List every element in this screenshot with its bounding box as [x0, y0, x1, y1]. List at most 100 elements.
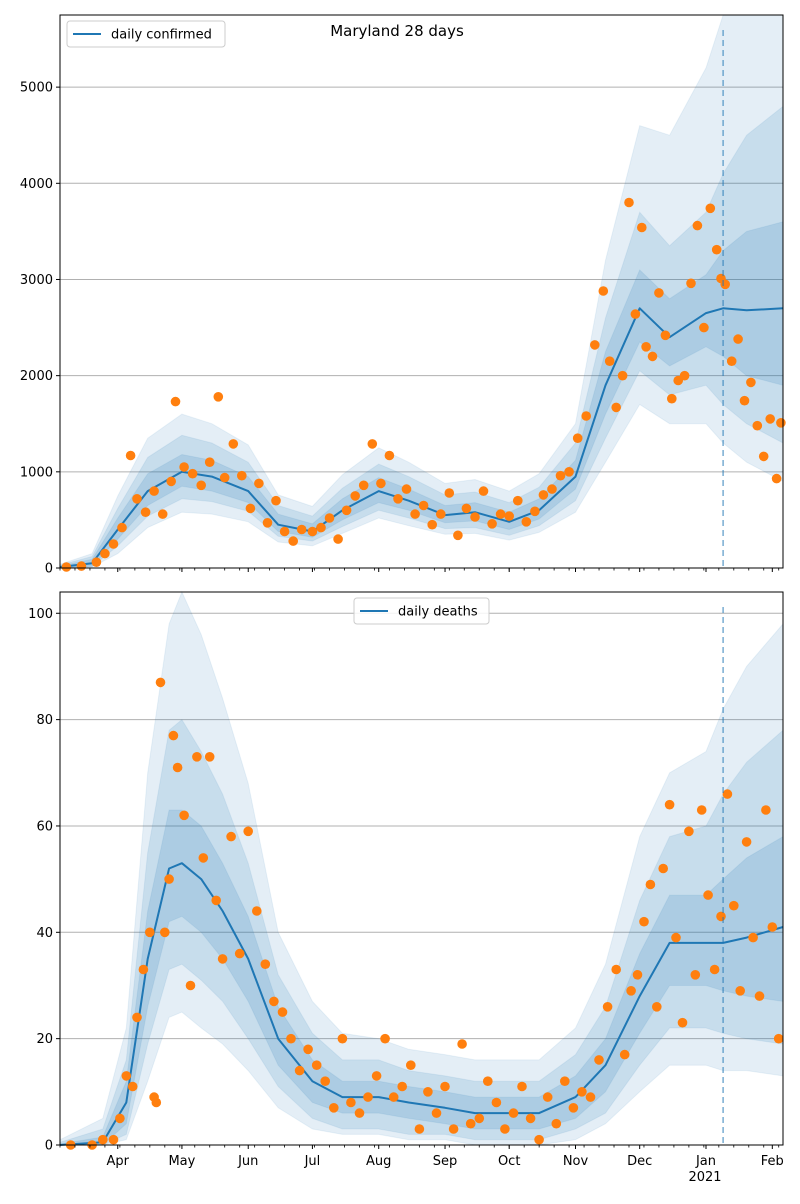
- confirmed-observed-point: [495, 509, 506, 519]
- confirmed-observed-point: [547, 484, 557, 494]
- deaths-observed-point: [138, 964, 149, 975]
- confirmed-observed-point: [393, 494, 403, 504]
- deaths-observed-point: [311, 1060, 322, 1070]
- deaths-x-tick-label: Oct: [498, 1154, 520, 1169]
- deaths-observed-point: [671, 932, 681, 943]
- deaths-observed-point: [145, 927, 155, 938]
- deaths-observed-point: [517, 1081, 527, 1092]
- deaths-observed-point: [354, 1108, 365, 1118]
- confirmed-y-tick-label: 0: [45, 562, 53, 577]
- deaths-x-tick-label: Dec: [627, 1154, 652, 1169]
- deaths-observed-point: [767, 922, 778, 932]
- confirmed-observed-point: [179, 462, 189, 472]
- confirmed-observed-point: [604, 356, 615, 367]
- confirmed-observed-point: [667, 393, 677, 404]
- confirmed-observed-point: [758, 451, 769, 462]
- deaths-observed-point: [363, 1092, 373, 1102]
- confirmed-points: [61, 197, 786, 572]
- deaths-observed-point: [406, 1060, 416, 1070]
- deaths-points: [65, 677, 784, 1150]
- deaths-x-tick-label: Jan: [695, 1154, 716, 1169]
- deaths-observed-point: [729, 900, 739, 911]
- deaths-observed-point: [568, 1103, 579, 1113]
- deaths-panel: 0 20 40 60 80 100 Apr May Jun Jul Aug Sep Oct Nov Dec…: [28, 590, 784, 1185]
- confirmed-y-tick-label: 5000: [20, 81, 53, 96]
- deaths-x-tick-label: Sep: [433, 1154, 458, 1169]
- deaths-observed-point: [448, 1124, 459, 1134]
- confirmed-y-ticks: 0 1000 2000 3000 4000 5000: [20, 81, 60, 577]
- deaths-observed-point: [709, 964, 720, 975]
- confirmed-observed-point: [228, 439, 239, 449]
- confirmed-observed-point: [427, 519, 438, 530]
- deaths-observed-point: [645, 879, 656, 890]
- deaths-observed-point: [703, 890, 713, 900]
- confirmed-observed-point: [350, 491, 361, 501]
- confirmed-observed-point: [316, 522, 326, 533]
- confirmed-observed-point: [166, 476, 176, 487]
- deaths-observed-point: [98, 1134, 108, 1145]
- confirmed-observed-point: [513, 495, 523, 506]
- confirmed-observed-point: [367, 439, 378, 449]
- deaths-x-tick-label: May: [168, 1154, 195, 1169]
- deaths-observed-point: [243, 826, 253, 837]
- confirmed-observed-point: [358, 480, 369, 491]
- deaths-observed-point: [716, 911, 726, 922]
- deaths-observed-point: [155, 677, 166, 688]
- deaths-y-tick-label: 60: [36, 819, 53, 834]
- confirmed-observed-point: [288, 536, 299, 546]
- confirmed-observed-point: [530, 506, 540, 517]
- deaths-axes-frame: [59, 591, 784, 1146]
- year-label: 2021: [688, 1170, 721, 1185]
- deaths-observed-point: [560, 1076, 570, 1086]
- deaths-observed-point: [132, 1012, 142, 1023]
- confirmed-observed-point: [705, 203, 716, 214]
- confirmed-y-tick-label: 2000: [20, 369, 53, 384]
- confirmed-observed-point: [296, 524, 307, 535]
- deaths-observed-point: [677, 1017, 688, 1028]
- confirmed-observed-point: [765, 414, 775, 424]
- deaths-x-tick-label: Feb: [761, 1154, 784, 1169]
- confirmed-observed-point: [307, 526, 318, 537]
- deaths-x-tick-label: Jul: [304, 1154, 321, 1169]
- confirmed-observed-point: [641, 342, 651, 352]
- deaths-legend: daily deaths: [353, 597, 490, 625]
- deaths-legend-label: daily deaths: [398, 605, 478, 620]
- confirmed-y-tick-label: 1000: [20, 465, 53, 480]
- confirmed-observed-point: [204, 457, 215, 468]
- confirmed-observed-point: [478, 486, 489, 496]
- deaths-observed-point: [611, 964, 621, 975]
- deaths-observed-point: [115, 1113, 125, 1124]
- confirmed-observed-point: [157, 509, 168, 519]
- confirmed-observed-point: [237, 470, 247, 481]
- deaths-observed-point: [722, 789, 733, 799]
- deaths-observed-point: [735, 986, 745, 996]
- deaths-observed-point: [337, 1033, 348, 1044]
- deaths-observed-point: [303, 1044, 313, 1055]
- deaths-observed-point: [211, 895, 221, 906]
- deaths-observed-point: [491, 1097, 502, 1108]
- confirmed-observed-point: [686, 278, 696, 289]
- confirmed-observed-point: [418, 500, 429, 511]
- confirmed-observed-point: [637, 222, 647, 233]
- deaths-observed-point: [508, 1108, 519, 1118]
- confirmed-panel: 0 1000 2000 3000 4000 5000 Maryland 28 days d…: [20, 14, 786, 577]
- deaths-observed-point: [658, 863, 668, 874]
- confirmed-observed-point: [125, 450, 136, 461]
- confirmed-observed-point: [170, 396, 181, 407]
- deaths-observed-point: [371, 1071, 382, 1081]
- deaths-observed-point: [397, 1081, 408, 1092]
- deaths-observed-point: [632, 970, 643, 980]
- deaths-observed-point: [684, 826, 694, 837]
- deaths-observed-point: [168, 730, 179, 741]
- deaths-observed-point: [773, 1033, 784, 1044]
- deaths-observed-point: [594, 1055, 604, 1065]
- deaths-observed-point: [251, 906, 262, 916]
- deaths-observed-point: [551, 1118, 562, 1129]
- deaths-observed-point: [754, 991, 765, 1001]
- confirmed-observed-point: [746, 377, 756, 388]
- confirmed-observed-point: [333, 534, 343, 544]
- deaths-observed-point: [423, 1087, 433, 1097]
- confirmed-observed-point: [213, 392, 224, 402]
- deaths-observed-point: [226, 831, 236, 842]
